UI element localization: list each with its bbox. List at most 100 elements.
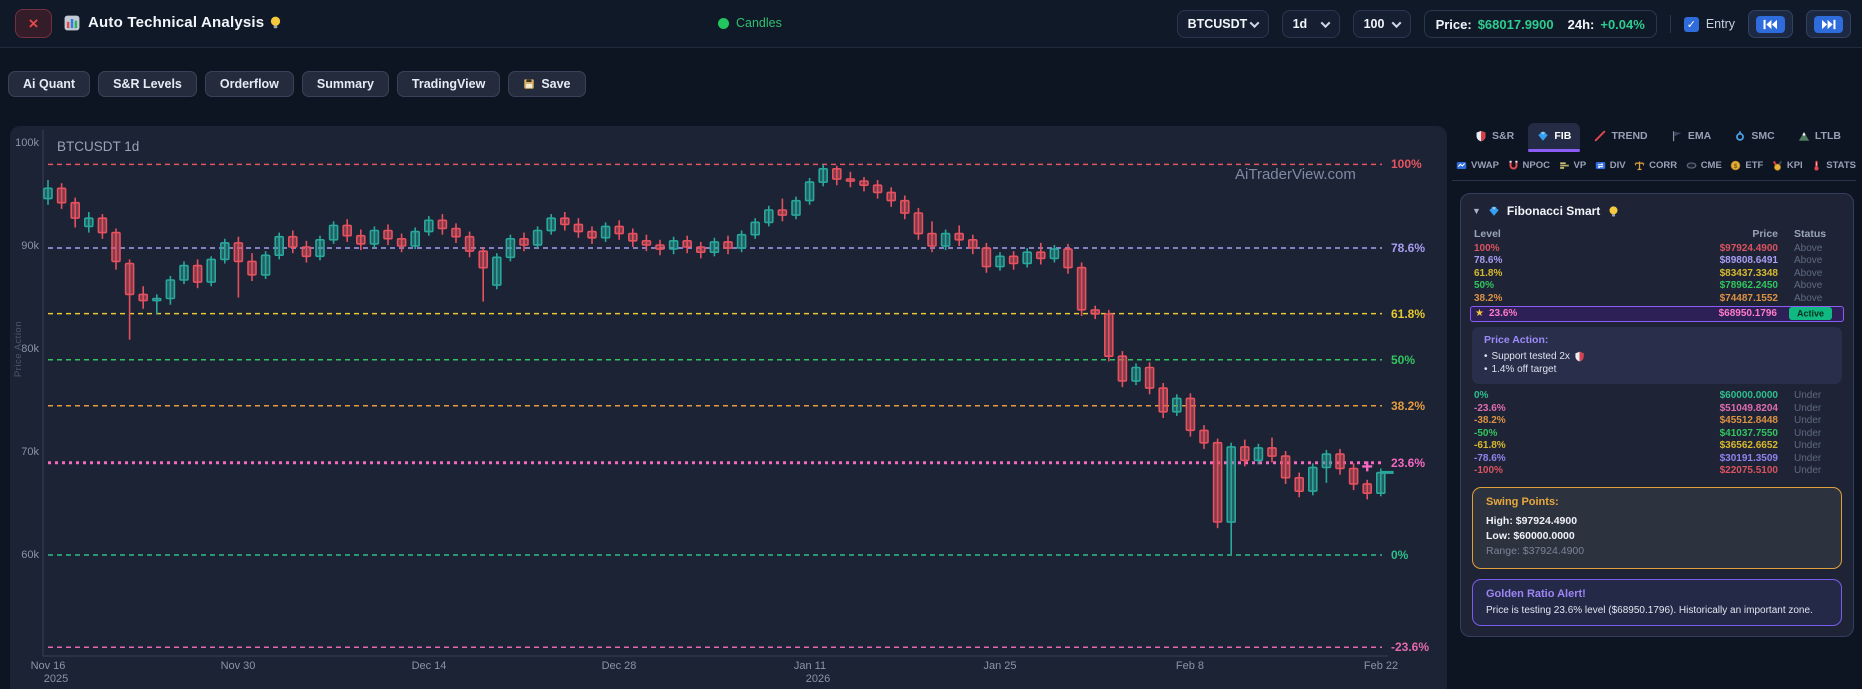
fib-level: -78.6% — [1474, 452, 1506, 464]
y-axis-tick: 100k — [15, 137, 39, 149]
candlestick-chart[interactable] — [10, 126, 1447, 689]
fib-level-row[interactable]: 0% $60000.0000 Under — [1470, 390, 1844, 403]
symbol-select[interactable]: BTCUSDT — [1176, 10, 1269, 38]
trend-icon — [1594, 130, 1606, 142]
fib-rows-below: 0% $60000.0000 Under -23.6% $51049.8204 Under… — [1470, 390, 1844, 478]
swap-icon — [1595, 160, 1606, 171]
skip-to-end-button[interactable] — [1806, 10, 1851, 38]
toolbar-button-s-r-levels[interactable]: S&R Levels — [98, 71, 197, 97]
fib-price: $36562.6652 — [1719, 440, 1778, 452]
active-fib-row[interactable]: ★ 23.6% $68950.1796 Active — [1470, 305, 1844, 322]
green-dot-icon — [718, 17, 729, 29]
check-icon: ✓ — [1686, 18, 1696, 31]
x-axis-tick: Dec 28 — [601, 660, 637, 672]
entry-toggle[interactable]: ✓ Entry — [1683, 16, 1735, 32]
fib-price: $60000.0000 — [1719, 390, 1778, 402]
fib-line-label: 38.2% — [1391, 399, 1426, 413]
swing-points-box: Swing Points: High: $97924.4900 Low: $60… — [1472, 487, 1842, 569]
tab-cme[interactable]: CME — [1686, 160, 1722, 171]
fib-level: -61.8% — [1474, 440, 1506, 452]
fib-line-label: 50% — [1391, 353, 1416, 367]
tab-div[interactable]: DIV — [1595, 160, 1626, 171]
divider — [1669, 15, 1671, 33]
fib-level-row[interactable]: 38.2% $74487.1552 Above — [1470, 292, 1844, 305]
fib-status: Under — [1794, 465, 1822, 477]
col-header-level: Level — [1474, 227, 1501, 240]
fib-price: $22075.5100 — [1719, 465, 1778, 477]
tab-vwap[interactable]: VWAP — [1456, 160, 1499, 171]
skip-to-start-button[interactable] — [1748, 10, 1793, 38]
fib-level-row[interactable]: -50% $41037.7550 Under — [1470, 427, 1844, 440]
entry-checkbox[interactable]: ✓ — [1683, 16, 1699, 32]
fib-level-row[interactable]: 50% $78962.2450 Above — [1470, 280, 1844, 293]
close-button[interactable]: × — [15, 9, 52, 38]
bars-select-value: 100 — [1363, 17, 1385, 31]
x-axis-tick: Jan 25 — [983, 660, 1017, 672]
fib-level: 100% — [1474, 242, 1500, 254]
entry-label: Entry — [1705, 17, 1735, 31]
x-axis-tick-year: 2025 — [43, 673, 69, 685]
fib-level-row[interactable]: 78.6% $89808.6491 Above — [1470, 255, 1844, 268]
chart-panel[interactable]: BTCUSDT 1d AiTraderView.com Price Action… — [10, 126, 1447, 689]
chevron-down-icon — [1249, 17, 1260, 28]
toolbar-button-tradingview[interactable]: TradingView — [396, 71, 501, 97]
change-label: 24h: — [1567, 16, 1595, 32]
fibonacci-smart-panel: ▼ Fibonacci Smart Level Price Status 100… — [1460, 193, 1854, 637]
active-status: Active — [1777, 306, 1839, 320]
thermo-icon — [1811, 160, 1822, 171]
indicator-tabs-row1: S&R FIB TREND EMA SMC LTLB — [1466, 122, 1850, 152]
tab-sr[interactable]: S&R — [1466, 123, 1523, 150]
collapse-caret-icon[interactable]: ▼ — [1472, 206, 1481, 216]
app-title: Auto Technical Analysis — [88, 14, 265, 31]
x-axis-tick-year: 2026 — [805, 673, 831, 685]
golden-ratio-alert-box: Golden Ratio Alert! Price is testing 23.… — [1472, 579, 1842, 626]
x-axis-tick: Jan 11 — [793, 660, 827, 672]
symbol-select-value: BTCUSDT — [1187, 17, 1248, 31]
tab-fib[interactable]: FIB — [1528, 122, 1581, 152]
flag-icon — [1671, 130, 1683, 142]
toolbar-button-summary[interactable]: Summary — [301, 71, 389, 97]
tab-stats[interactable]: STATS — [1811, 160, 1856, 171]
bars-select[interactable]: 100 — [1352, 10, 1411, 38]
tab-vp[interactable]: VP — [1559, 160, 1586, 171]
fib-line-label: 23.6% — [1391, 456, 1426, 470]
toolbar-button-orderflow[interactable]: Orderflow — [204, 71, 294, 97]
fib-level-row[interactable]: -38.2% $45512.8448 Under — [1470, 415, 1844, 428]
fib-status: Under — [1794, 415, 1822, 427]
bar-chart-icon — [64, 15, 80, 31]
tab-kpi[interactable]: KPI — [1772, 160, 1803, 171]
status-badge: Active — [1789, 306, 1833, 320]
fib-line-label: -23.6% — [1391, 640, 1430, 654]
swing-range: Range: $37924.4900 — [1486, 545, 1585, 557]
tab-ema[interactable]: EMA — [1662, 123, 1720, 150]
toolbar: Ai Quant S&R Levels Orderflow Summary Tradin… — [8, 71, 586, 97]
tab-npoc[interactable]: NPOC — [1508, 160, 1550, 171]
fib-line-label: 100% — [1391, 157, 1422, 171]
fib-status: Above — [1794, 292, 1823, 304]
tab-etf[interactable]: $ ETF — [1730, 160, 1763, 171]
save-button[interactable]: Save — [508, 71, 586, 97]
fib-level: 0% — [1474, 390, 1489, 402]
change-value: +0.04% — [1600, 16, 1645, 32]
active-level: 23.6% — [1488, 308, 1518, 319]
close-icon: × — [28, 13, 39, 33]
tab-trend[interactable]: TREND — [1585, 123, 1656, 150]
interval-select[interactable]: 1d — [1281, 10, 1340, 38]
fib-level-row[interactable]: 100% $97924.4900 Above — [1470, 242, 1844, 255]
fib-level-row[interactable]: -100% $22075.5100 Under — [1470, 465, 1844, 478]
fib-level: -50% — [1474, 427, 1498, 439]
fib-price: $51049.8204 — [1719, 402, 1778, 414]
fib-status: Above — [1794, 267, 1823, 279]
toolbar-button-ai-quant[interactable]: Ai Quant — [8, 71, 91, 97]
fib-level-row[interactable]: -61.8% $36562.6652 Under — [1470, 440, 1844, 453]
y-axis-tick: 70k — [21, 446, 39, 458]
fib-level: 38.2% — [1474, 292, 1503, 304]
tab-corr[interactable]: CORR — [1634, 160, 1677, 171]
fib-level-row[interactable]: -23.6% $51049.8204 Under — [1470, 402, 1844, 415]
x-axis-tick: Feb 22 — [1363, 660, 1399, 672]
tab-smc[interactable]: SMC — [1725, 123, 1783, 150]
panel-header[interactable]: ▼ Fibonacci Smart — [1470, 202, 1844, 225]
fib-level-row[interactable]: -78.6% $30191.3509 Under — [1470, 452, 1844, 465]
tab-ltlb[interactable]: LTLB — [1789, 123, 1850, 150]
fib-level-row[interactable]: 61.8% $83437.3348 Above — [1470, 267, 1844, 280]
